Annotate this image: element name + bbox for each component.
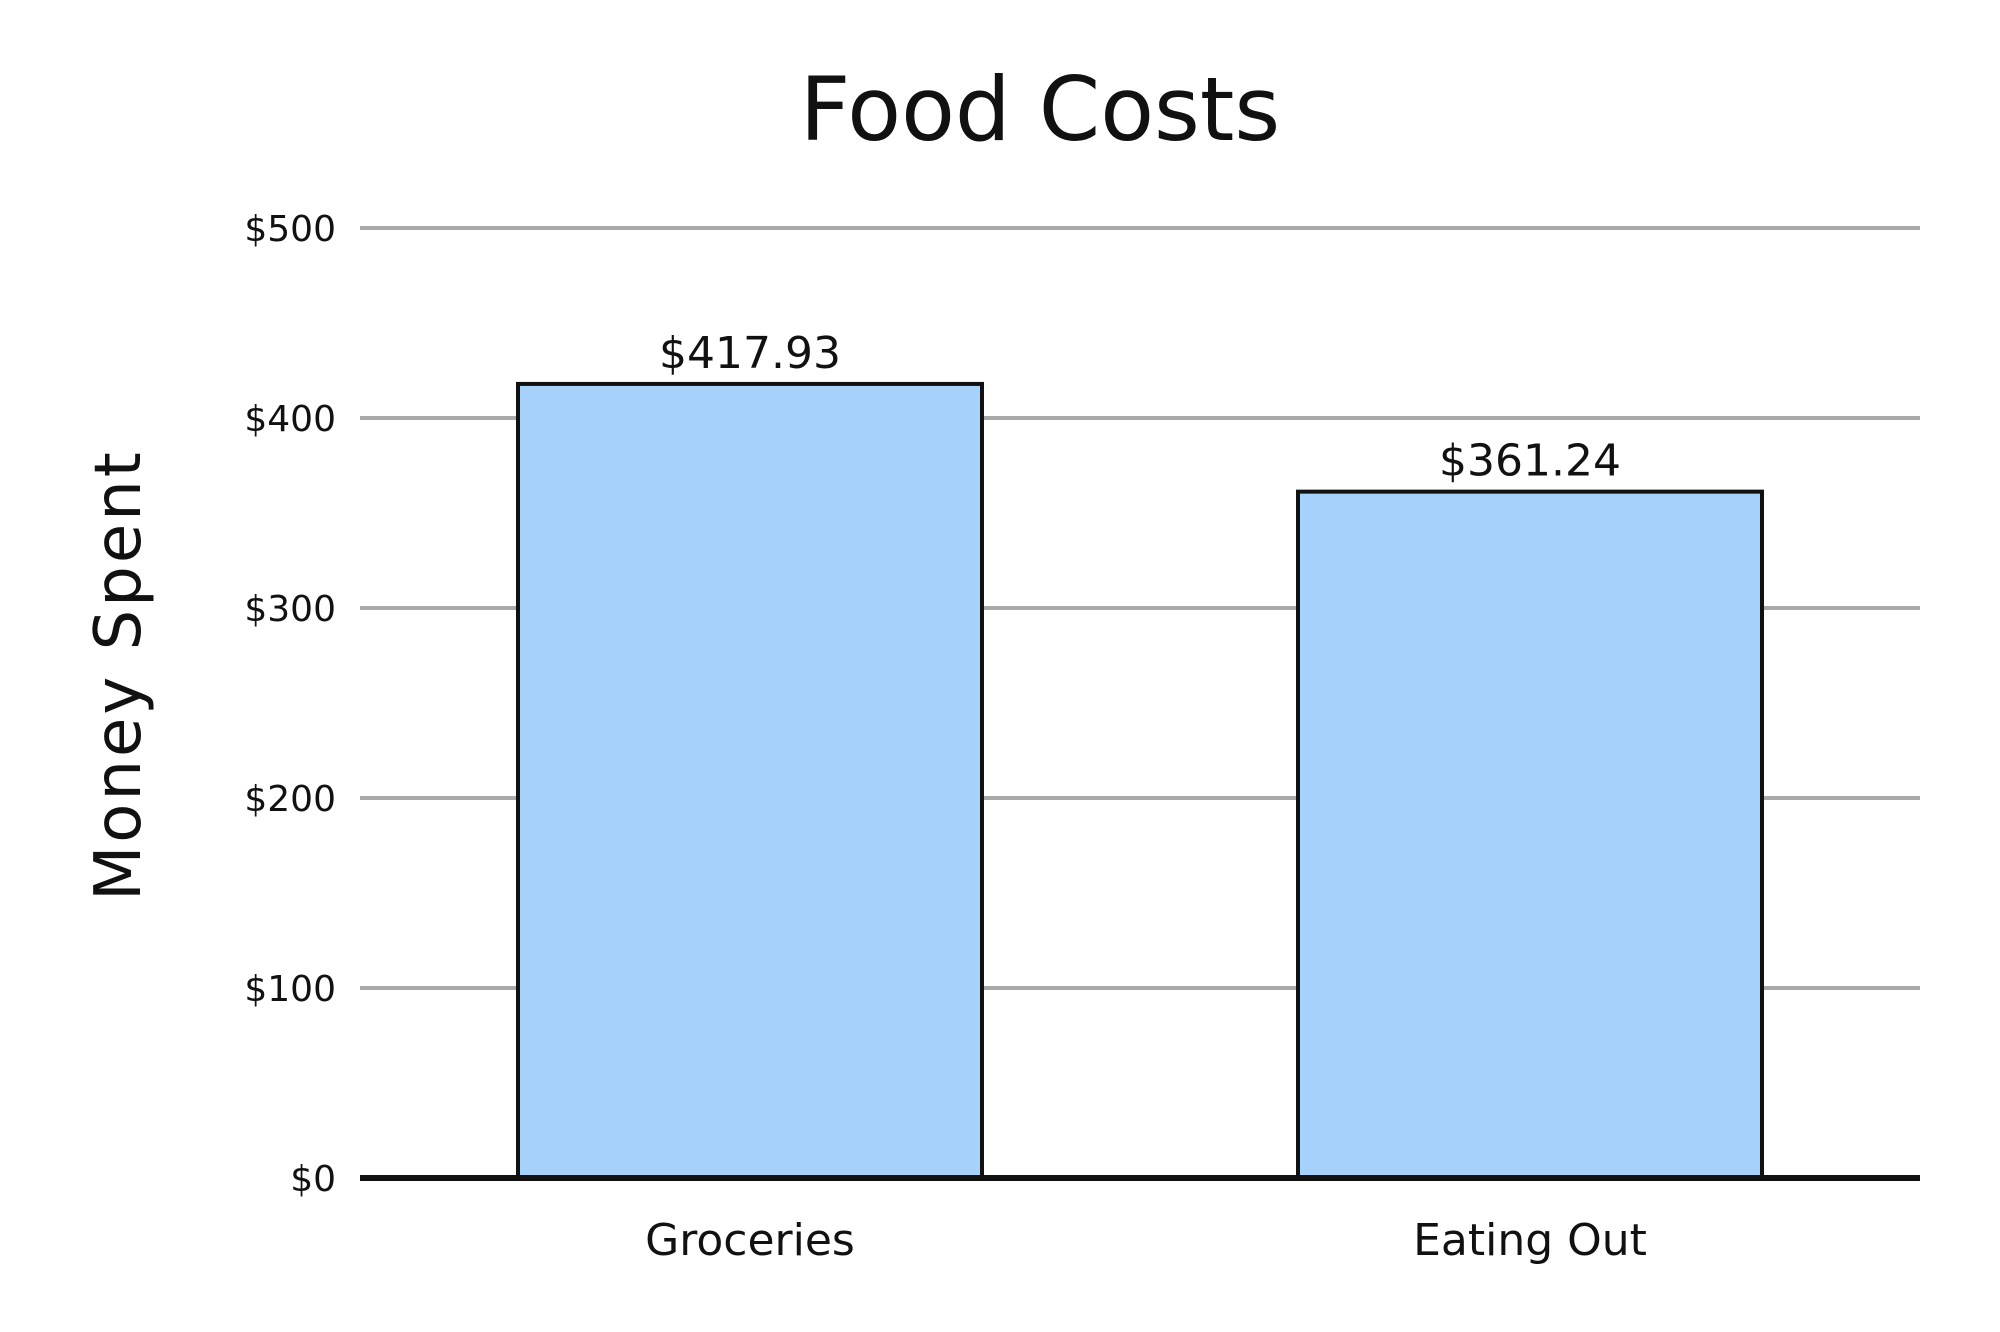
y-tick-label: $300 [244, 589, 336, 630]
chart-title: Food Costs [800, 58, 1280, 161]
bar [1296, 489, 1764, 1181]
x-tick-label: Eating Out [1413, 1215, 1647, 1266]
x-tick-labels: Groceries Eating Out [645, 1215, 1647, 1266]
y-tick-label: $500 [244, 209, 336, 250]
y-axis-label: Money Spent [82, 449, 156, 901]
bar-value-label: $361.24 [1439, 436, 1621, 487]
y-tick-labels: $0 $100 $200 $300 $400 $500 [244, 209, 336, 1200]
y-tick-label: $0 [290, 1159, 336, 1200]
y-tick-label: $100 [244, 969, 336, 1010]
bar [516, 381, 984, 1181]
y-tick-label: $200 [244, 779, 336, 820]
y-tick-label: $400 [244, 399, 336, 440]
x-tick-label: Groceries [645, 1215, 855, 1266]
value-labels: $417.93 $361.24 [659, 328, 1621, 487]
bar-value-label: $417.93 [659, 328, 841, 379]
bars [516, 381, 1764, 1181]
